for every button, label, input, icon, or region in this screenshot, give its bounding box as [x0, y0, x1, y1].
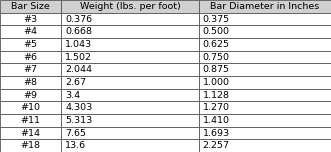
Text: 2.67: 2.67 — [65, 78, 86, 87]
Bar — [0, 38, 61, 51]
Text: #9: #9 — [24, 90, 38, 100]
Text: 5.313: 5.313 — [65, 116, 92, 125]
Bar — [0, 101, 61, 114]
Bar — [0, 127, 61, 139]
Bar — [61, 38, 199, 51]
Bar — [0, 13, 61, 25]
Text: #7: #7 — [24, 65, 38, 74]
Text: 7.65: 7.65 — [65, 128, 86, 138]
Text: 3.4: 3.4 — [65, 90, 80, 100]
Text: 1.043: 1.043 — [65, 40, 92, 49]
Text: 1.270: 1.270 — [203, 103, 230, 112]
Bar — [199, 114, 331, 127]
Text: 1.502: 1.502 — [65, 52, 92, 62]
Text: 0.375: 0.375 — [203, 14, 230, 24]
Bar — [199, 0, 331, 13]
Text: 2.044: 2.044 — [65, 65, 92, 74]
Text: 2.257: 2.257 — [203, 141, 230, 150]
Bar — [61, 114, 199, 127]
Text: #5: #5 — [24, 40, 38, 49]
Bar — [61, 101, 199, 114]
Bar — [199, 38, 331, 51]
Bar — [199, 13, 331, 25]
Text: #4: #4 — [24, 27, 38, 36]
Text: 13.6: 13.6 — [65, 141, 86, 150]
Bar — [199, 89, 331, 101]
Text: Bar Diameter in Inches: Bar Diameter in Inches — [210, 2, 319, 11]
Text: #10: #10 — [21, 103, 41, 112]
Bar — [61, 0, 199, 13]
Text: #14: #14 — [21, 128, 41, 138]
Text: 4.303: 4.303 — [65, 103, 92, 112]
Bar — [61, 139, 199, 152]
Bar — [199, 63, 331, 76]
Bar — [0, 114, 61, 127]
Text: #3: #3 — [24, 14, 38, 24]
Text: 1.693: 1.693 — [203, 128, 230, 138]
Bar — [61, 63, 199, 76]
Text: #18: #18 — [21, 141, 41, 150]
Text: 1.000: 1.000 — [203, 78, 230, 87]
Text: 0.668: 0.668 — [65, 27, 92, 36]
Text: 0.875: 0.875 — [203, 65, 230, 74]
Text: 0.625: 0.625 — [203, 40, 230, 49]
Text: 0.376: 0.376 — [65, 14, 92, 24]
Text: 1.410: 1.410 — [203, 116, 230, 125]
Text: #11: #11 — [21, 116, 41, 125]
Bar — [0, 0, 61, 13]
Text: 0.750: 0.750 — [203, 52, 230, 62]
Bar — [0, 63, 61, 76]
Bar — [199, 139, 331, 152]
Bar — [199, 51, 331, 63]
Bar — [199, 76, 331, 89]
Bar — [0, 139, 61, 152]
Bar — [0, 51, 61, 63]
Text: #6: #6 — [24, 52, 38, 62]
Text: #8: #8 — [24, 78, 38, 87]
Bar — [61, 127, 199, 139]
Bar — [0, 89, 61, 101]
Bar — [61, 89, 199, 101]
Text: Weight (lbs. per foot): Weight (lbs. per foot) — [79, 2, 180, 11]
Bar — [0, 76, 61, 89]
Bar — [199, 25, 331, 38]
Bar — [0, 25, 61, 38]
Bar — [199, 127, 331, 139]
Bar — [199, 101, 331, 114]
Bar — [61, 13, 199, 25]
Text: 1.128: 1.128 — [203, 90, 230, 100]
Bar — [61, 25, 199, 38]
Bar — [61, 51, 199, 63]
Text: 0.500: 0.500 — [203, 27, 230, 36]
Text: Bar Size: Bar Size — [11, 2, 50, 11]
Bar — [61, 76, 199, 89]
